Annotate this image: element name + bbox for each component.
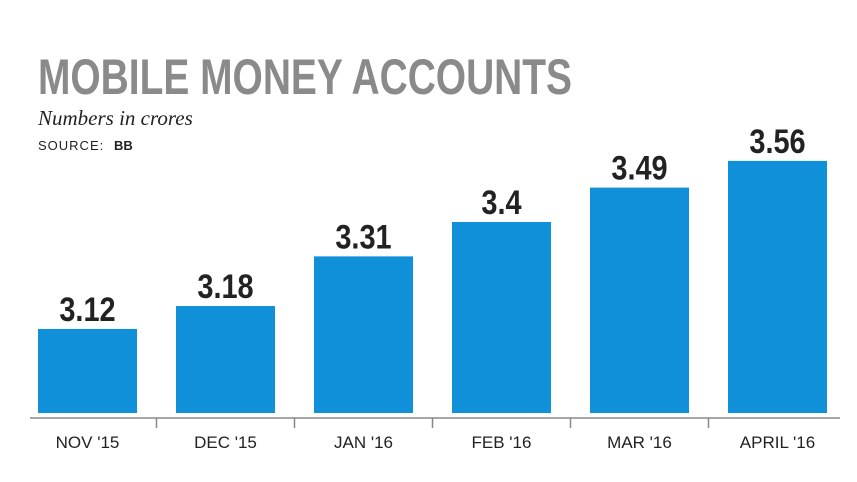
bar xyxy=(590,187,689,413)
x-tick-label: MAR '16 xyxy=(607,433,672,452)
value-label: 3.49 xyxy=(611,148,667,187)
value-label: 3.18 xyxy=(197,267,253,306)
x-tick-label: APRIL '16 xyxy=(740,433,815,452)
x-tick-label: DEC '15 xyxy=(194,433,257,452)
value-label: 3.31 xyxy=(335,217,391,256)
bar xyxy=(314,256,413,413)
value-label: 3.4 xyxy=(481,183,522,222)
bar xyxy=(38,328,137,413)
chart-subtitle: Numbers in crores xyxy=(37,106,193,130)
value-label: 3.56 xyxy=(749,122,805,161)
x-tick-label: FEB '16 xyxy=(472,433,532,452)
bar xyxy=(728,160,827,413)
source: BB xyxy=(114,138,133,153)
x-tick-label: JAN '16 xyxy=(334,433,393,452)
bar xyxy=(176,306,275,413)
x-tick-label: NOV '15 xyxy=(56,433,120,452)
chart-title: MOBILE MONEY ACCOUNTS xyxy=(38,49,572,105)
bar xyxy=(452,222,551,413)
value-label: 3.12 xyxy=(59,290,115,329)
source-label: SOURCE: xyxy=(38,138,104,153)
